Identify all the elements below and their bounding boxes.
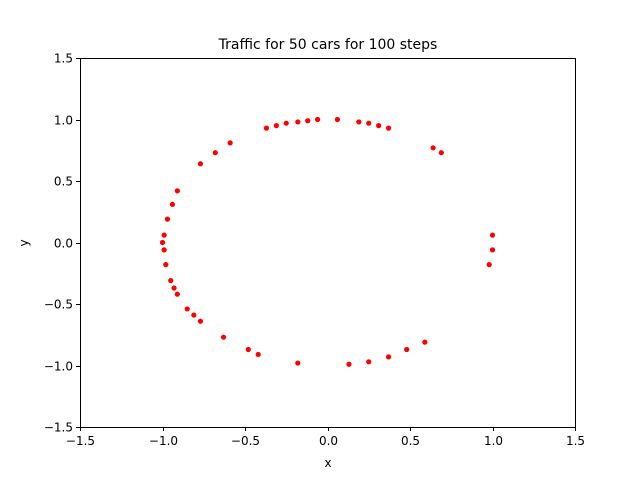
data-point [161, 247, 167, 253]
data-point [174, 291, 180, 297]
y-axis: −1.5 −1.0 −0.5 0.0 0.5 1.0 1.5 [44, 52, 80, 435]
data-point [366, 359, 372, 365]
data-point [263, 125, 270, 131]
data-point [430, 145, 436, 151]
data-point [169, 201, 175, 207]
data-point [489, 247, 496, 253]
data-point [227, 140, 233, 146]
data-point [438, 150, 444, 156]
y-tick-label: 0.0 [54, 237, 73, 251]
data-point [163, 262, 169, 268]
data-point [295, 119, 301, 125]
data-point [283, 120, 289, 126]
y-tick-label: −1.5 [44, 421, 73, 435]
data-point [385, 354, 392, 360]
data-point [356, 119, 362, 125]
chart-title: Traffic for 50 cars for 100 steps [218, 37, 438, 53]
x-tick-label: 0.5 [401, 434, 420, 448]
data-point [334, 116, 340, 123]
y-tick-label: 1.0 [54, 114, 73, 128]
x-tick-label: 0.0 [319, 434, 338, 448]
data-point [404, 346, 410, 353]
data-point [255, 351, 261, 358]
y-tick-label: 1.5 [54, 52, 73, 66]
data-point [161, 232, 167, 238]
data-points [159, 116, 496, 367]
data-point [273, 123, 279, 129]
y-tick-label: 0.5 [54, 175, 73, 189]
data-point [346, 361, 352, 367]
y-tick-label: −1.0 [44, 360, 73, 374]
data-point [220, 334, 227, 340]
data-point [164, 216, 171, 222]
data-point [385, 125, 392, 131]
x-tick-label: −0.5 [231, 434, 260, 448]
data-point [159, 239, 166, 246]
x-axis: −1.5 −1.0 −0.5 0.0 0.5 1.0 1.5 [66, 427, 585, 448]
data-point [295, 360, 301, 366]
data-point [191, 312, 197, 318]
y-tick-label: −0.5 [44, 298, 73, 312]
x-axis-label: x [324, 456, 331, 470]
data-point [197, 161, 204, 167]
data-point [305, 118, 311, 124]
data-point [212, 150, 218, 156]
data-point [168, 278, 174, 284]
data-point [174, 188, 180, 194]
data-point [489, 232, 496, 238]
data-point [197, 318, 204, 324]
x-tick-label: 1.5 [566, 434, 585, 448]
y-axis-label: y [17, 239, 31, 246]
data-point [315, 116, 321, 123]
data-point [486, 262, 492, 268]
data-point [171, 285, 177, 291]
data-point [366, 120, 372, 126]
x-tick-label: −1.5 [66, 434, 95, 448]
data-point [422, 339, 428, 345]
data-point [245, 346, 251, 353]
x-tick-label: 1.0 [484, 434, 503, 448]
data-point [376, 123, 382, 129]
x-tick-label: −1.0 [149, 434, 178, 448]
data-point [184, 306, 190, 312]
